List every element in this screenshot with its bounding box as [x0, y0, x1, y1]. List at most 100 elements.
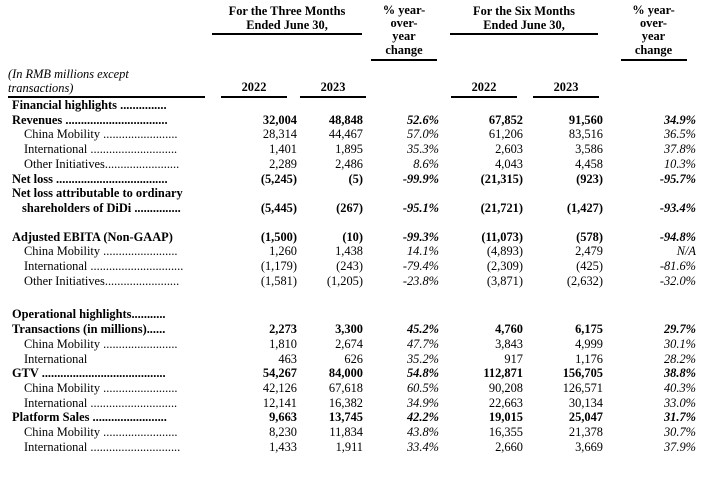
val-2023-6m: 156,705	[562, 366, 603, 381]
row-label-text: International	[24, 351, 88, 366]
row-label: China Mobility ........................	[0, 381, 208, 396]
pct-change-header-6m: % year- over- year change	[606, 3, 701, 98]
val-2023-3m: 11,834	[329, 425, 363, 440]
val-yoy-6m: 37.9%	[663, 439, 696, 454]
table-body: Financial highlights ............... Reve…	[0, 98, 701, 454]
row-label-text: Revenues ...............................…	[12, 112, 168, 127]
val-yoy-3m: 52.6%	[406, 112, 439, 127]
val-yoy-3m: 43.8%	[406, 425, 439, 440]
pct-header-line: year	[641, 29, 666, 44]
val-2022-3m: 1,401	[269, 142, 297, 157]
year-header-2023-3m: 2023	[300, 44, 366, 98]
pct-header-line: change	[634, 42, 673, 57]
row-label: Net loss ...............................…	[0, 172, 208, 187]
val-2023-3m: 67,618	[328, 380, 363, 395]
val-2023-6m: 4,999	[575, 336, 603, 351]
val-yoy-6m: 36.5%	[663, 127, 696, 142]
row-label-text: Net loss attributable to ordinary	[12, 186, 183, 201]
val-2023-3m: 48,848	[328, 112, 363, 127]
val-yoy-6m: -94.8%	[659, 229, 696, 244]
val-2023-3m: (5)	[348, 171, 363, 186]
table-row: Financial highlights ...............	[0, 98, 701, 113]
val-2022-6m: 67,852	[488, 112, 523, 127]
val-2023-6m: 25,047	[568, 410, 603, 425]
row-label: China Mobility ........................	[0, 425, 208, 440]
group-header-line: For the Six Months	[473, 4, 575, 18]
val-2023-6m: 91,560	[568, 112, 603, 127]
val-yoy-6m: -81.6%	[659, 259, 696, 274]
val-2022-3m: 1,260	[269, 244, 297, 259]
financial-highlights-table: For the Three Months Ended June 30, % ye…	[0, 3, 701, 454]
val-yoy-6m: N/A	[676, 244, 696, 259]
val-2023-3m	[300, 98, 366, 113]
val-2022-6m	[442, 98, 526, 113]
val-2022-3m: 2,273	[269, 322, 297, 337]
val-2023-3m: (10)	[342, 229, 363, 244]
year-header-2023-6m: 2023	[526, 44, 606, 98]
val-2022-3m: (5,445)	[260, 200, 297, 215]
val-2023-3m: 1,895	[335, 142, 363, 157]
val-yoy-3m: 33.4%	[406, 439, 439, 454]
val-2023-3m: 13,745	[328, 410, 363, 425]
table-row: Revenues ...............................…	[0, 113, 701, 128]
val-2022-6m: 61,206	[488, 127, 523, 142]
val-yoy-3m: 14.1%	[406, 244, 439, 259]
val-yoy-6m: -32.0%	[659, 273, 696, 288]
row-label-text: International ..........................…	[24, 259, 184, 274]
val-2023-3m: 2,674	[335, 336, 363, 351]
val-2023-3m: (1,205)	[326, 273, 363, 288]
val-2023-6m	[526, 307, 606, 322]
group-header-line: For the Three Months	[228, 4, 346, 18]
year-header-2022-6m: 2022	[442, 44, 526, 98]
table-row: Transactions (in millions)...... 2,273 3,3…	[0, 322, 701, 337]
val-2023-3m: 44,467	[328, 127, 363, 142]
val-2022-3m: (5,245)	[260, 171, 297, 186]
row-label: International ..........................…	[0, 259, 208, 274]
val-2022-6m: 112,871	[483, 366, 523, 381]
val-yoy-3m: 35.3%	[406, 142, 439, 157]
val-2023-6m	[526, 98, 606, 113]
val-2022-6m: 917	[504, 351, 523, 366]
table-row: China Mobility ........................ 1…	[0, 244, 701, 259]
table-row: GTV ....................................…	[0, 366, 701, 381]
val-yoy-3m: 57.0%	[406, 127, 439, 142]
table-row: China Mobility ........................ 4…	[0, 381, 701, 396]
val-yoy-6m: 29.7%	[663, 322, 696, 337]
val-2022-3m: 9,663	[269, 410, 297, 425]
table-row: Adjusted EBITA (Non-GAAP) (1,500) (10) -99.…	[0, 230, 701, 245]
row-label-text: China Mobility ........................	[24, 336, 178, 351]
table-row: Net loss ...............................…	[0, 172, 701, 187]
val-yoy-6m: -93.4%	[659, 200, 696, 215]
row-label: Operational highlights...........	[0, 307, 208, 322]
pct-change-header-3m: % year- over- year change	[366, 3, 442, 98]
table-row: International ..........................…	[0, 440, 701, 455]
spacer-cell	[0, 216, 701, 230]
val-2022-3m: (1,581)	[260, 273, 297, 288]
val-2022-3m: 2,289	[269, 156, 297, 171]
val-yoy-6m: 30.7%	[663, 425, 696, 440]
pct-header-line: % year-	[382, 3, 426, 17]
spacer-row	[0, 288, 701, 307]
val-2023-3m: 1,438	[335, 244, 363, 259]
table-row: International ..........................…	[0, 142, 701, 157]
val-2022-6m: 4,043	[495, 156, 523, 171]
val-yoy-6m: 40.3%	[663, 380, 696, 395]
row-label: International ..........................…	[0, 396, 208, 411]
table-row: Other Initiatives.......................…	[0, 157, 701, 172]
row-label: China Mobility ........................	[0, 127, 208, 142]
row-label: Platform Sales ........................	[0, 410, 208, 425]
val-2022-6m: 4,760	[495, 322, 523, 337]
val-2022-6m: (21,721)	[480, 200, 523, 215]
row-label: China Mobility ........................	[0, 244, 208, 259]
val-2022-3m: 12,141	[262, 395, 297, 410]
val-2023-3m: 16,382	[328, 395, 363, 410]
header-spacer	[0, 4, 208, 44]
row-label: Other Initiatives.......................…	[0, 274, 208, 289]
table-row: International ..........................…	[0, 259, 701, 274]
row-label-text: GTV ....................................…	[12, 366, 166, 381]
val-yoy-3m: -99.9%	[402, 171, 439, 186]
row-label-text: China Mobility ........................	[24, 425, 178, 440]
val-2023-6m: 30,134	[568, 395, 603, 410]
val-2022-6m: (21,315)	[480, 171, 523, 186]
val-2022-6m: 2,603	[495, 142, 523, 157]
